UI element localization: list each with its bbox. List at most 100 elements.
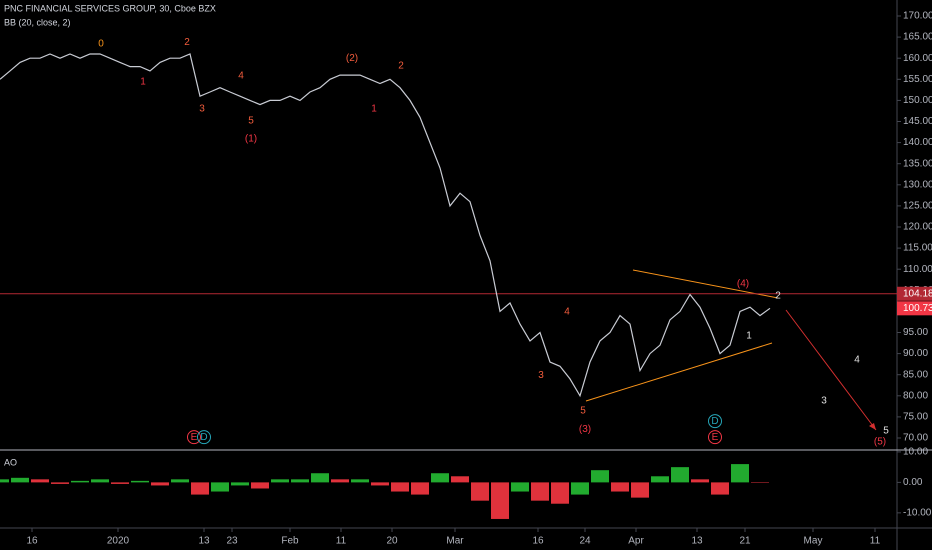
event-label: E xyxy=(191,432,198,443)
y-tick-label: 110.00 xyxy=(903,264,932,275)
x-tick-label: 16 xyxy=(532,536,544,547)
ao-bar xyxy=(311,473,329,483)
ao-bar xyxy=(91,479,109,483)
event-marker xyxy=(708,414,722,429)
x-tick-label: Mar xyxy=(446,536,464,547)
wave-label: (3) xyxy=(579,424,591,435)
x-tick-label: 21 xyxy=(739,536,751,547)
wave-label: 4 xyxy=(854,355,860,366)
wave-label: 4 xyxy=(564,306,570,317)
wave-label: 3 xyxy=(821,396,827,407)
wave-label: 5 xyxy=(580,406,586,417)
ao-bar xyxy=(131,480,149,483)
wave-label: 2 xyxy=(775,290,781,301)
y-tick-label: 85.00 xyxy=(903,369,928,380)
wave-label: 3 xyxy=(538,370,544,381)
ao-bar xyxy=(211,482,229,492)
wave-label: (4) xyxy=(737,279,749,290)
y-tick-label: 75.00 xyxy=(903,412,928,423)
ao-bar xyxy=(511,482,529,492)
y-tick-label: 135.00 xyxy=(903,158,932,169)
ao-bar xyxy=(331,479,349,483)
event-label: D xyxy=(200,432,207,443)
ao-bar xyxy=(391,482,409,492)
ao-bar xyxy=(371,482,389,486)
y-tick-label: 150.00 xyxy=(903,95,932,106)
wave-label: (1) xyxy=(245,133,257,144)
y-tick-label: 160.00 xyxy=(903,53,932,64)
ao-bar xyxy=(551,482,569,504)
wave-label: 5 xyxy=(248,116,254,127)
y-tick-label: 115.00 xyxy=(903,243,932,254)
ao-bar xyxy=(591,470,609,483)
price-line-series xyxy=(0,53,771,398)
ao-bar xyxy=(491,482,509,519)
ao-bar xyxy=(111,482,129,484)
y-tick-label: 70.00 xyxy=(903,433,928,444)
event-marker xyxy=(187,430,201,445)
y-tick-label: 165.00 xyxy=(903,32,932,43)
ao-bar xyxy=(171,479,189,483)
ao-bar xyxy=(731,464,749,483)
event-marker xyxy=(708,430,722,445)
ao-bar xyxy=(31,479,49,483)
y-tick-label: 155.00 xyxy=(903,74,932,85)
ao-bar xyxy=(411,482,429,495)
x-tick-label: 13 xyxy=(198,536,210,547)
ao-y-tick-label: 0.00 xyxy=(903,477,923,488)
ao-bar xyxy=(11,477,29,483)
price-line-label: 104.18 xyxy=(903,288,932,299)
ao-bar xyxy=(671,467,689,483)
ao-bar xyxy=(471,482,489,501)
event-marker xyxy=(197,430,211,445)
x-tick-label: 16 xyxy=(26,536,38,547)
ao-bar xyxy=(751,482,769,483)
y-tick-label: 125.00 xyxy=(903,201,932,212)
y-tick-label: 120.00 xyxy=(903,222,932,233)
ao-y-tick-label: 10.00 xyxy=(903,447,928,458)
ao-bar xyxy=(531,482,549,501)
y-tick-label: 90.00 xyxy=(903,348,928,359)
ao-bar xyxy=(251,482,269,489)
ao-bar xyxy=(711,482,729,495)
wave-label: (5) xyxy=(874,436,886,447)
x-tick-label: 24 xyxy=(579,536,591,547)
price-line-tag xyxy=(897,286,932,301)
ao-bar xyxy=(631,482,649,498)
event-label: E xyxy=(712,432,719,443)
projection-arrow xyxy=(785,309,877,431)
x-tick-label: 11 xyxy=(336,536,347,547)
y-tick-label: 130.00 xyxy=(903,179,932,190)
ao-bar xyxy=(431,473,449,483)
y-tick-label: 80.00 xyxy=(903,390,928,401)
y-tick-label: 140.00 xyxy=(903,137,932,148)
y-tick-label: 170.00 xyxy=(903,11,932,22)
y-tick-label: 145.00 xyxy=(903,116,932,127)
ao-bar xyxy=(231,482,249,486)
ao-bar xyxy=(71,480,89,483)
ao-bar xyxy=(571,482,589,495)
ao-bar xyxy=(611,482,629,492)
y-tick-label: 95.00 xyxy=(903,327,928,338)
x-tick-label: 11 xyxy=(870,536,881,547)
last-price-tag xyxy=(897,301,932,316)
ao-bar xyxy=(351,479,369,483)
wave-label: 5 xyxy=(883,425,889,436)
last-price-label: 100.73 xyxy=(903,303,932,314)
ao-bar xyxy=(51,482,69,484)
x-tick-label: 23 xyxy=(226,536,238,547)
wave-label: 0 xyxy=(98,38,104,49)
ao-bar xyxy=(191,482,209,495)
ao-bar xyxy=(271,479,289,483)
wave-label: 1 xyxy=(140,76,146,87)
x-tick-label: May xyxy=(804,536,823,547)
wave-label: 1 xyxy=(371,103,377,114)
indicator-label: BB (20, close, 2) xyxy=(4,17,71,27)
ao-bar xyxy=(151,482,169,486)
wave-label: (2) xyxy=(346,53,358,64)
wave-label: 2 xyxy=(184,37,190,48)
event-label: D xyxy=(711,416,718,427)
